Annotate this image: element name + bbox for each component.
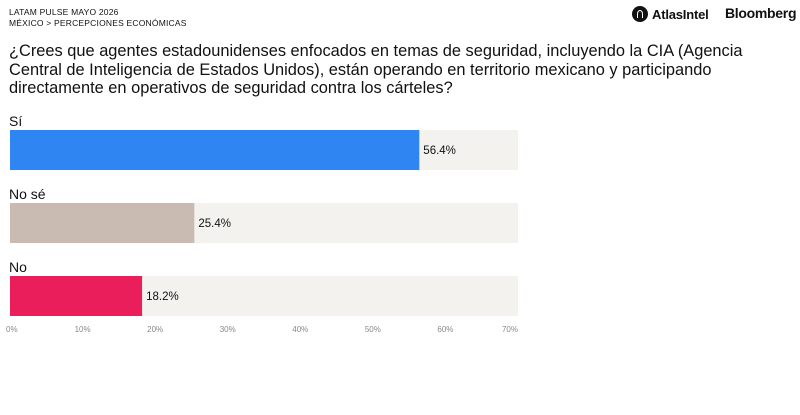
report-title: LATAM PULSE MAYO 2026 xyxy=(9,7,119,17)
x-tick-label: 30% xyxy=(220,325,236,334)
data-label: 18.2% xyxy=(146,291,179,303)
x-tick-label: 10% xyxy=(75,325,91,334)
x-tick-label: 20% xyxy=(147,325,163,334)
atlasintel-wordmark: AtlasIntel xyxy=(652,6,709,22)
bar xyxy=(10,130,420,170)
x-tick-label: 70% xyxy=(502,325,518,334)
report-header: LATAM PULSE MAYO 2026 MÉXICO > PERCEPCIO… xyxy=(9,7,187,29)
survey-question: ¿Crees que agentes estadounidenses enfoc… xyxy=(9,42,743,97)
x-tick-label: 0% xyxy=(6,325,18,334)
x-tick-label: 40% xyxy=(292,325,308,334)
category-label: No xyxy=(9,259,27,275)
bar xyxy=(10,203,195,243)
breadcrumb: MÉXICO > PERCEPCIONES ECONÓMICAS xyxy=(9,18,187,28)
bar xyxy=(10,276,143,316)
bloomberg-logo: Bloomberg xyxy=(725,5,797,21)
x-tick-label: 50% xyxy=(365,325,381,334)
atlasintel-logo-icon xyxy=(632,6,648,22)
x-tick-label: 60% xyxy=(437,325,453,334)
category-label: Sí xyxy=(9,113,22,129)
data-label: 25.4% xyxy=(198,218,231,230)
category-label: No sé xyxy=(9,186,46,202)
atlasintel-logo: AtlasIntel xyxy=(632,6,709,22)
data-label: 56.4% xyxy=(423,145,456,157)
